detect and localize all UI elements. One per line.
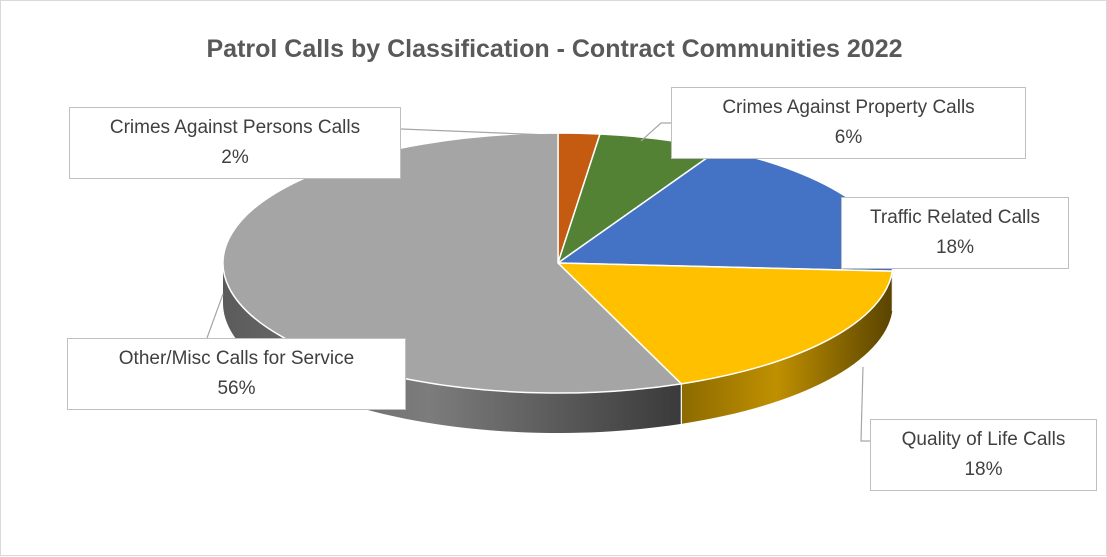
pie-slice-quality-of-life-calls bbox=[557, 262, 894, 385]
leader-line-quality-of-life bbox=[860, 366, 870, 442]
data-label-percent: 56% bbox=[217, 378, 256, 399]
data-label-percent: 6% bbox=[834, 127, 863, 148]
data-label-crimes-against-persons: Crimes Against Persons Calls 2% bbox=[69, 107, 401, 179]
data-label-quality-of-life: Quality of Life Calls 18% bbox=[870, 419, 1097, 491]
data-label-percent: 18% bbox=[964, 459, 1003, 480]
data-label-category: Crimes Against Property Calls bbox=[722, 97, 975, 118]
data-label-category: Crimes Against Persons Calls bbox=[109, 117, 361, 138]
data-label-percent: 18% bbox=[935, 237, 975, 258]
data-label-category: Other/Misc Calls for Service bbox=[118, 348, 355, 369]
data-label-traffic-related: Traffic Related Calls 18% bbox=[841, 197, 1069, 269]
pie-side-quality-of-life-calls bbox=[681, 271, 893, 424]
data-label-category: Traffic Related Calls bbox=[869, 207, 1040, 228]
leader-line-crimes-against-persons bbox=[400, 128, 550, 136]
leader-line-other-misc bbox=[206, 293, 224, 339]
data-label-crimes-against-property: Crimes Against Property Calls 6% bbox=[671, 87, 1026, 159]
data-label-category: Quality of Life Calls bbox=[901, 429, 1066, 450]
chart-title: Patrol Calls by Classification - Contrac… bbox=[206, 35, 903, 63]
leader-line-crimes-against-property bbox=[640, 122, 671, 142]
data-label-percent: 2% bbox=[221, 147, 249, 168]
data-label-other-misc: Other/Misc Calls for Service 56% bbox=[67, 338, 406, 410]
